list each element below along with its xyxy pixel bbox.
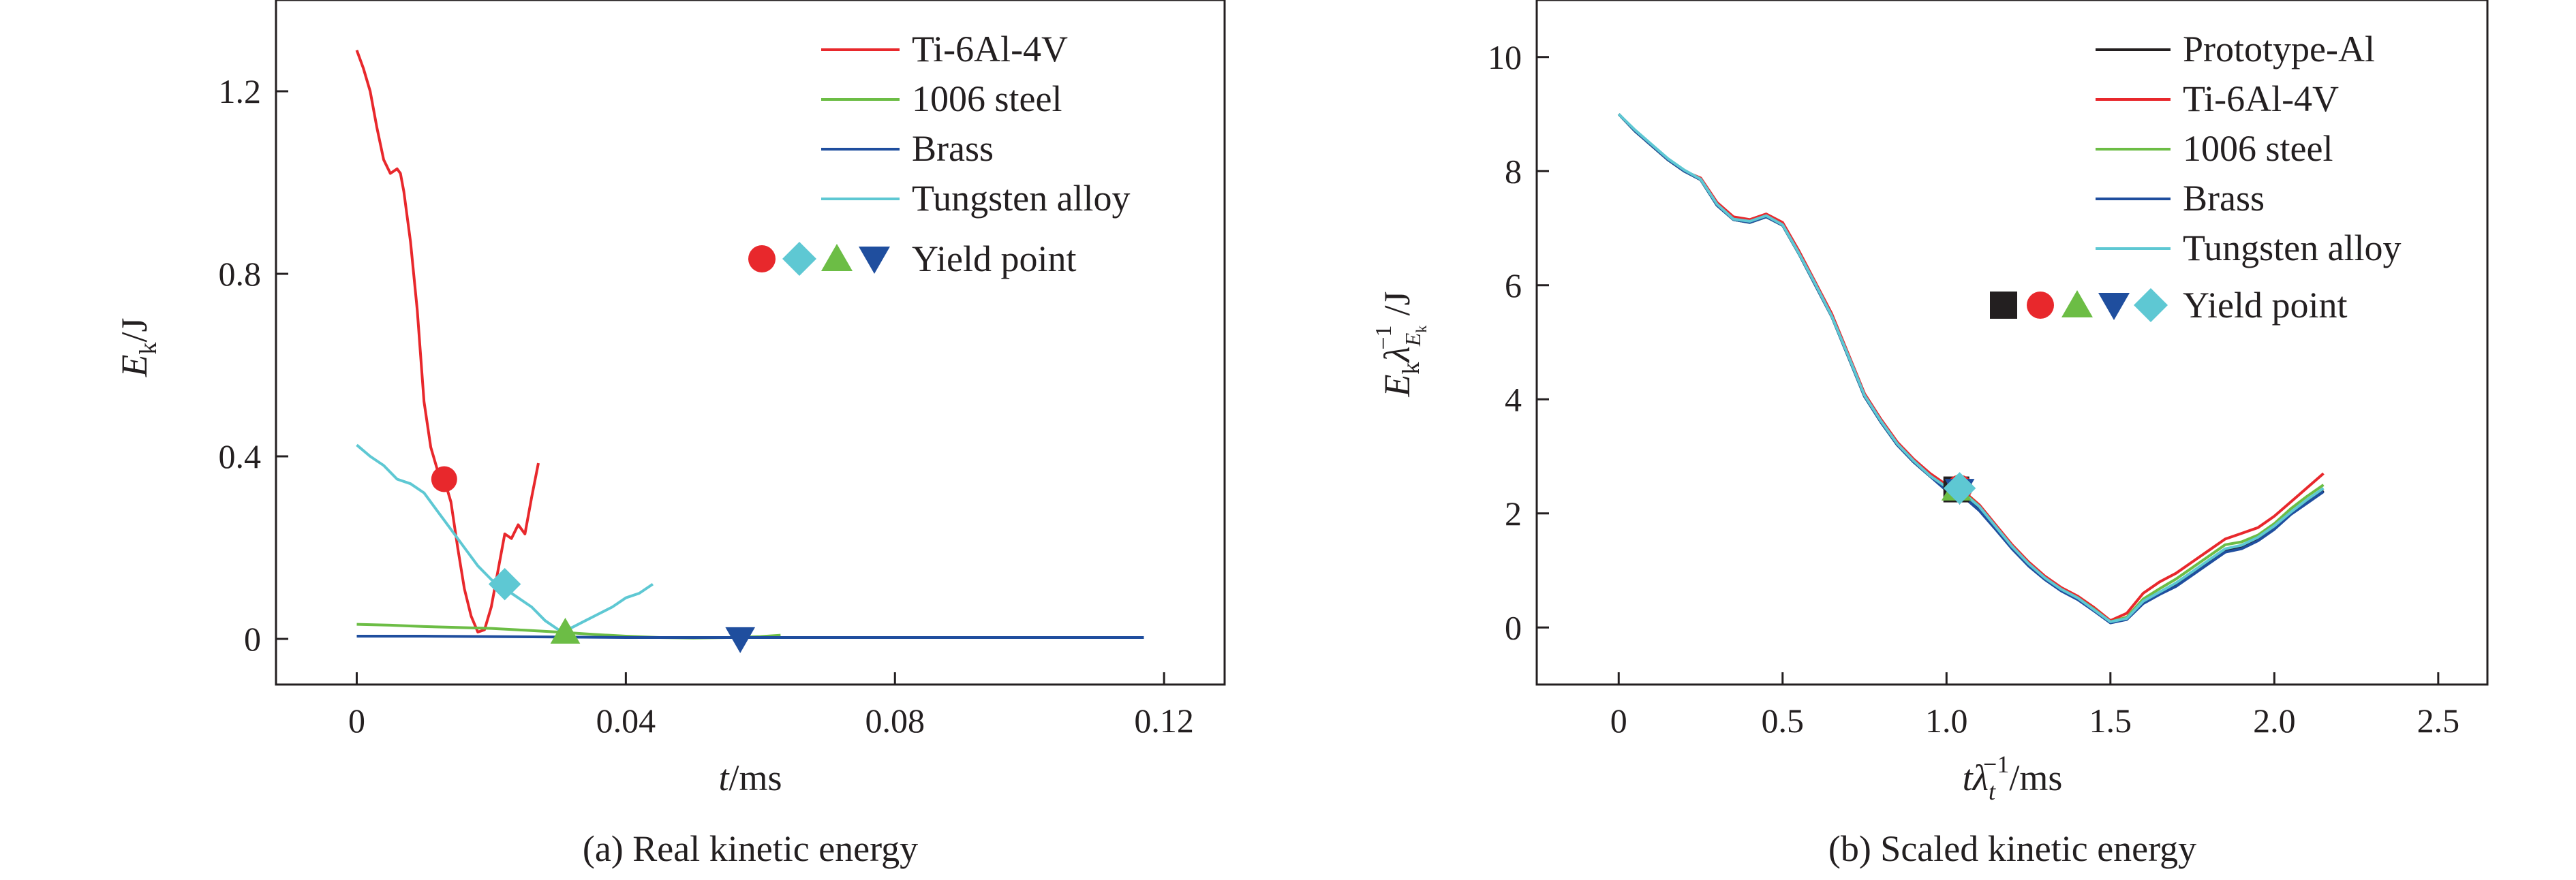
yield-point-marker (1943, 472, 1976, 505)
figure-caption: (a) Real kinetic energy (583, 828, 918, 869)
x-axis-unit: /ms (2009, 757, 2062, 798)
chart-b: 0 0.5 1.0 1.5 2.0 2.5 0 2 4 6 8 10 Prototype-Al Ti-6A… (1371, 0, 2489, 869)
legend-marker (2027, 292, 2054, 319)
legend-marker (748, 245, 776, 272)
legend-marker (859, 247, 890, 274)
x-tick-label: 0.04 (596, 702, 656, 740)
y-tick-label: 6 (1505, 266, 1522, 304)
yield-point-marker (431, 466, 457, 492)
x-axis-unit: /ms (729, 757, 782, 798)
y-axis-label: Ek/J (114, 317, 162, 377)
x-axis-sup: −1 (1983, 751, 2009, 778)
y-tick-label: 1.2 (219, 72, 262, 110)
y-axis-var: E (114, 355, 155, 378)
x-axis-var: t (1963, 757, 1974, 798)
yield-point-marker (488, 567, 521, 601)
legend-marker (782, 242, 816, 276)
legend-label: Brass (2183, 178, 2265, 219)
figure-caption: (b) Scaled kinetic energy (1828, 828, 2196, 869)
legend-marker (2098, 293, 2130, 320)
legend-label: Yield point (2183, 285, 2348, 326)
y-axis-unit: /J (1377, 291, 1417, 315)
x-axis-label: tλt−1/ms (1963, 751, 2063, 805)
chart-a: 0 0.04 0.08 0.12 0 0.4 0.8 1.2 Ti-6Al-4V 1006 ste… (114, 0, 1226, 869)
x-axis-label: t/ms (718, 757, 782, 798)
yield-point-marker (550, 618, 581, 644)
y-tick-label: 4 (1505, 380, 1522, 418)
x-tick-label: 0 (348, 702, 365, 740)
yield-point-marker (725, 627, 756, 653)
x-axis-var: t (718, 757, 730, 798)
series-line (355, 50, 540, 633)
x-tick-label: 0.08 (865, 702, 925, 740)
legend-marker (821, 244, 853, 271)
y-tick-label: 0 (1505, 608, 1522, 646)
legend-marker (2134, 288, 2168, 322)
legend-label: Prototype-Al (2183, 29, 2375, 69)
x-tick-label: 1.0 (1925, 702, 1968, 740)
y-axis-sup: −1 (1371, 325, 1396, 349)
x-tick-label: 2.5 (2417, 702, 2460, 740)
x-tick-label: 0 (1610, 702, 1627, 740)
y-axis-lambda: λ (1377, 346, 1417, 363)
plot-frame (275, 0, 1226, 686)
x-tick-label: 2.0 (2253, 702, 2296, 740)
x-tick-label: 0.12 (1134, 702, 1194, 740)
y-axis-var: E (1377, 375, 1417, 398)
x-axis-lambda: λ (1972, 757, 1989, 798)
legend-marker (1990, 292, 2017, 319)
legend-label: Tungsten alloy (2183, 227, 2402, 268)
y-tick-label: 8 (1505, 152, 1522, 190)
y-tick-label: 2 (1505, 494, 1522, 533)
y-axis-lambda-subsub: k (1413, 326, 1430, 333)
y-tick-label: 10 (1488, 38, 1522, 76)
x-axis-sub: t (1989, 778, 1996, 805)
legend-label: 1006 steel (2183, 128, 2333, 169)
legend-marker (2061, 290, 2093, 317)
legend-label: Ti-6Al-4V (912, 29, 1068, 69)
y-axis-unit: /J (114, 317, 155, 342)
series-line (1617, 113, 2325, 623)
series-line (356, 635, 1144, 639)
y-tick-label: 0.8 (219, 255, 262, 293)
plot-frame (1535, 0, 2489, 686)
x-tick-label: 1.5 (2089, 702, 2132, 740)
y-axis-label: EkλEk−1/J (1371, 291, 1430, 397)
x-tick-label: 0.5 (1762, 702, 1805, 740)
legend-label: 1006 steel (912, 78, 1062, 119)
y-axis-sub: k (134, 343, 162, 355)
y-tick-label: 0.4 (219, 437, 262, 475)
legend-label: Brass (912, 128, 994, 169)
y-tick-label: 0 (244, 620, 261, 658)
legend-label: Tungsten alloy (912, 178, 1131, 219)
y-axis-lambda-sub: E (1400, 332, 1425, 347)
legend-label: Ti-6Al-4V (2183, 78, 2339, 119)
y-axis-sub: k (1397, 362, 1424, 375)
legend-label: Yield point (912, 238, 1077, 279)
